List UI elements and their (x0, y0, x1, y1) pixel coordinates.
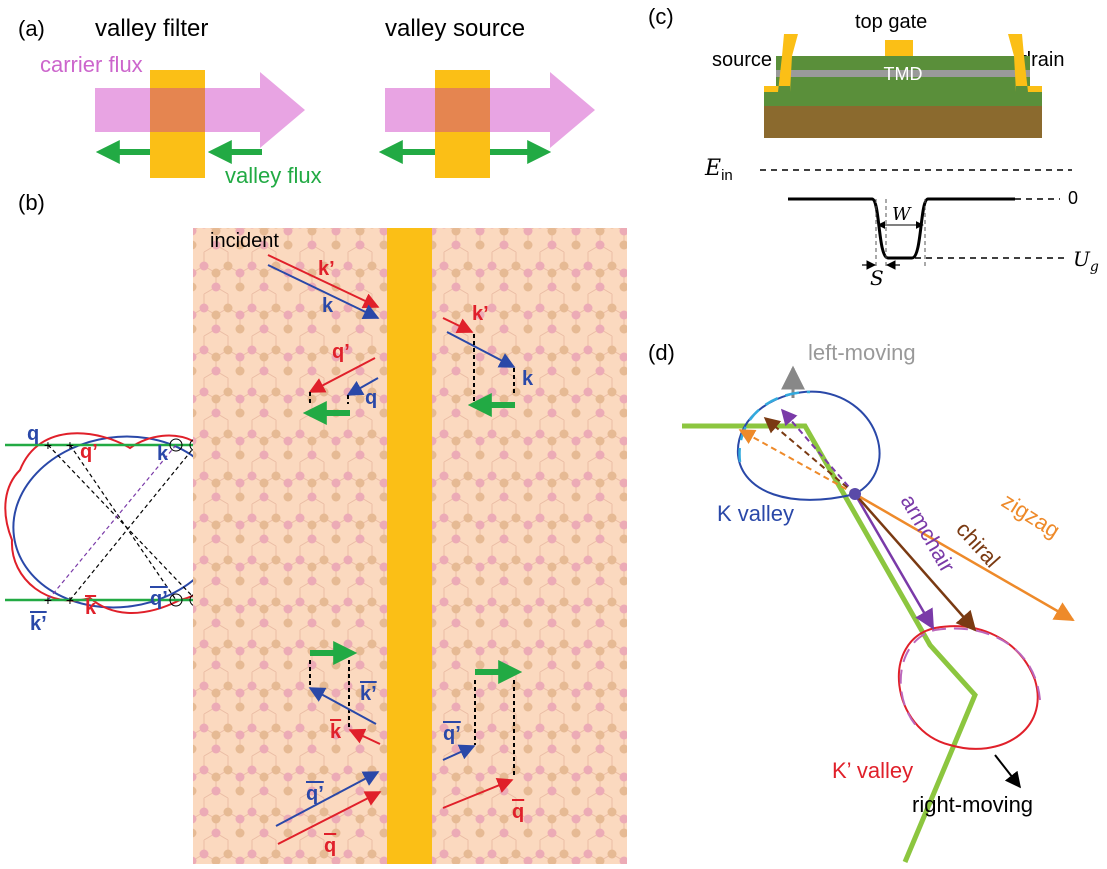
drain-label: drain (1020, 49, 1064, 71)
arrow-qbar-transmit (442, 778, 514, 809)
tmd-layer (776, 70, 1030, 77)
kp-valley-label: K’ valley (832, 758, 913, 783)
arrow-k-prime-transmit (442, 317, 474, 333)
panel-c-label: (c) (648, 4, 674, 29)
arrow-qbar-incident (277, 791, 382, 845)
barrier (387, 228, 432, 864)
cross-q-prime: + (66, 437, 74, 453)
label-kbar: k (85, 597, 97, 619)
label-qbar-prime-incident: q’ (306, 783, 324, 805)
carrier-flux-label: carrier flux (40, 52, 143, 77)
label-k-prime-transmit: k’ (472, 303, 489, 325)
incidence-point (849, 488, 861, 500)
label-k-prime-incident: k’ (318, 258, 335, 280)
k-valley-dashed (738, 390, 811, 463)
panel-b: (b) + + + + q q’ k k’ k q’ k’ q (4, 190, 627, 864)
ug-label: Ug (1073, 247, 1099, 275)
arrow-qbar-prime-transmit (442, 744, 476, 761)
zero-label: 0 (1068, 188, 1078, 208)
label-q: q (27, 423, 39, 445)
source-label: source (712, 49, 772, 71)
armchair-label: armchair (896, 490, 960, 577)
zigzag-label: zigzag (997, 488, 1064, 543)
point-qbar-prime (169, 593, 183, 607)
label-k: k (157, 443, 169, 465)
barrier-overlap-source (435, 88, 490, 132)
valley-filter-title: valley filter (95, 15, 208, 42)
arrow-k-incident (267, 264, 380, 319)
left-moving-label: left-moving (808, 340, 916, 365)
dash-2 (69, 444, 177, 601)
arrow-qbar-prime-incident (275, 771, 380, 827)
cross-kbar-prime: + (44, 592, 52, 608)
label-qbar-prime: q’ (150, 588, 168, 610)
zigzag-reflect-arrow (738, 429, 856, 495)
label-k-incident: k (322, 295, 334, 317)
label-qbar-incident: q (324, 835, 336, 857)
right-moving-arrow (994, 754, 1021, 789)
arrow-q-prime (308, 357, 376, 393)
label-kbar-reflect: k (330, 721, 342, 743)
arrow-k-prime-incident (267, 254, 380, 309)
valley-source-title: valley source (385, 15, 525, 42)
panel-a: (a) valley filter valley source carrier … (18, 15, 595, 188)
k-valley-contour (736, 390, 881, 501)
point-k (169, 438, 183, 452)
drain-contact (1008, 34, 1042, 92)
arrow-k-transmit (446, 331, 516, 368)
armchair-arrow (853, 493, 935, 630)
chiral-arrow (854, 493, 977, 632)
armchair-reflect-arrow (780, 408, 856, 495)
s-label: S (870, 266, 884, 290)
bottom-dielectric (764, 86, 1042, 106)
arrow-kbar (348, 728, 381, 745)
w-label: W (892, 204, 912, 225)
arrow-q (346, 377, 379, 396)
label-kbar-prime-reflect: k’ (360, 683, 377, 705)
arrow-kbar-prime (308, 687, 377, 725)
panel-d: (d) left-moving K valley K’ valley armch… (648, 340, 1075, 863)
label-q-reflect: q (365, 387, 377, 409)
tmd-label: TMD (884, 64, 923, 84)
substrate-layer (764, 106, 1042, 138)
label-kbar-prime: k’ (30, 613, 47, 635)
label-q-prime-reflect: q’ (332, 341, 350, 363)
panel-b-label: (b) (18, 190, 45, 215)
top-gate (885, 40, 913, 56)
dash-4 (69, 444, 197, 601)
panel-c: (c) top gate source drain TMD Ein 0 Ug W… (648, 4, 1099, 290)
incident-label: incident (210, 230, 279, 252)
label-qbar-prime-transmit: q’ (443, 723, 461, 745)
zigzag-arrow (854, 492, 1075, 622)
barrier-overlap-filter (150, 88, 205, 132)
source-contact (764, 34, 798, 92)
right-moving-label: right-moving (912, 792, 1033, 817)
dash-3 (47, 444, 177, 601)
cross-q: + (44, 437, 52, 453)
dash-1 (47, 444, 197, 601)
k-valley-label: K valley (717, 501, 794, 526)
e-in-label: Ein (704, 156, 733, 184)
valley-flux-label: valley flux (225, 163, 322, 188)
label-qbar-transmit: q (512, 801, 524, 823)
chiral-reflect-arrow (763, 416, 856, 495)
panel-d-label: (d) (648, 340, 675, 365)
kp-valley-dashed (899, 627, 1041, 731)
scattering-region: incident k’ k q’ q k’ k (193, 228, 627, 864)
cross-kbar: + (66, 592, 74, 608)
label-q-prime: q’ (80, 441, 98, 463)
panel-a-label: (a) (18, 16, 45, 41)
label-k-transmit: k (522, 368, 534, 390)
top-gate-label: top gate (855, 11, 927, 33)
